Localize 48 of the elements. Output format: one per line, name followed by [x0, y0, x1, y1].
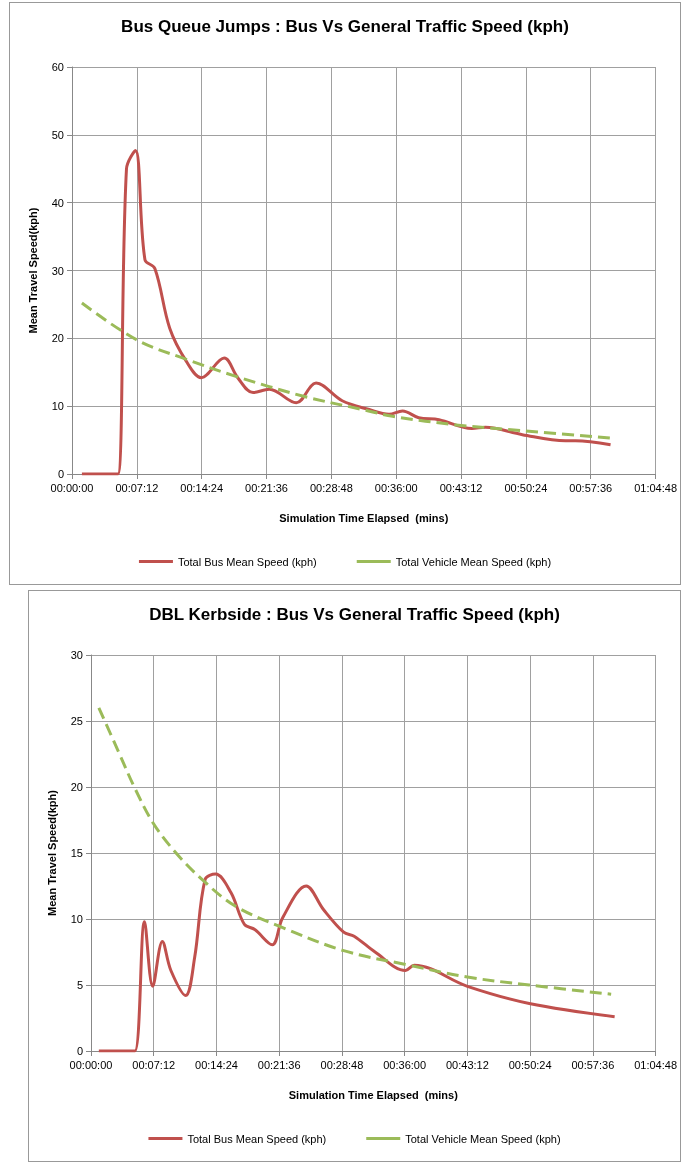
legend-label: Total Bus Mean Speed (kph) [177, 555, 317, 568]
x-tick-label: 00:14:24 [180, 481, 224, 494]
x-tick-label: 00:07:12 [115, 481, 159, 494]
y-tick-label: 50 [51, 128, 64, 141]
x-tick-label: 00:50:24 [504, 481, 548, 494]
y-tick-label: 60 [51, 61, 64, 73]
y-tick-label: 30 [51, 264, 64, 277]
y-tick-label: 20 [70, 781, 83, 793]
y-tick-label: 40 [51, 196, 64, 209]
x-tick-label: 00:28:48 [309, 481, 353, 494]
x-tick-label: 00:21:36 [257, 1058, 301, 1071]
y-tick-label: 5 [76, 979, 83, 991]
line-series [97, 872, 617, 1053]
x-axis-title: Simulation Time Elapsed (mins) [288, 1088, 459, 1101]
y-tick-label: 0 [76, 1045, 83, 1057]
x-tick-label: 00:14:24 [195, 1058, 238, 1071]
x-tick-label: 00:36:00 [383, 1058, 427, 1071]
legend-label: Total Vehicle Mean Speed (kph) [395, 555, 552, 568]
line-series [80, 301, 613, 440]
x-tick-label: 00:43:12 [445, 1058, 489, 1071]
x-axis-title: Simulation Time Elapsed (mins) [279, 511, 449, 524]
legend-label: Total Bus Mean Speed (kph) [187, 1132, 327, 1145]
line-series [97, 706, 613, 996]
x-tick-label: 00:36:00 [374, 481, 418, 494]
y-tick-label: 10 [51, 400, 64, 413]
x-tick-label: 00:00:00 [50, 481, 94, 494]
chart-title: Bus Queue Jumps : Bus Vs General Traffic Speed (kph) [121, 17, 569, 36]
y-tick-label: 30 [70, 649, 83, 661]
x-tick-label: 00:57:36 [571, 1058, 615, 1071]
line-series [80, 148, 613, 476]
x-tick-label: 00:50:24 [508, 1058, 552, 1071]
x-tick-label: 00:43:12 [439, 481, 483, 494]
x-tick-label: 00:21:36 [245, 481, 288, 494]
x-tick-label: 01:04:48 [634, 481, 677, 494]
y-tick-label: 25 [70, 715, 83, 727]
y-tick-label: 20 [51, 332, 64, 345]
x-tick-label: 00:07:12 [132, 1058, 176, 1071]
chart-title: DBL Kerbside : Bus Vs General Traffic Speed (kph) [149, 605, 560, 624]
y-tick-label: 0 [57, 468, 64, 480]
y-tick-label: 10 [70, 913, 83, 925]
x-tick-label: 00:28:48 [320, 1058, 364, 1071]
x-tick-label: 00:57:36 [569, 481, 613, 494]
x-tick-label: 01:04:48 [634, 1058, 677, 1071]
y-axis-title: Mean Travel Speed(kph) [26, 207, 39, 334]
y-axis-title: Mean Travel Speed(kph) [45, 789, 58, 916]
x-tick-label: 00:00:00 [69, 1058, 113, 1071]
legend-label: Total Vehicle Mean Speed (kph) [405, 1132, 561, 1145]
y-tick-label: 15 [70, 847, 83, 859]
